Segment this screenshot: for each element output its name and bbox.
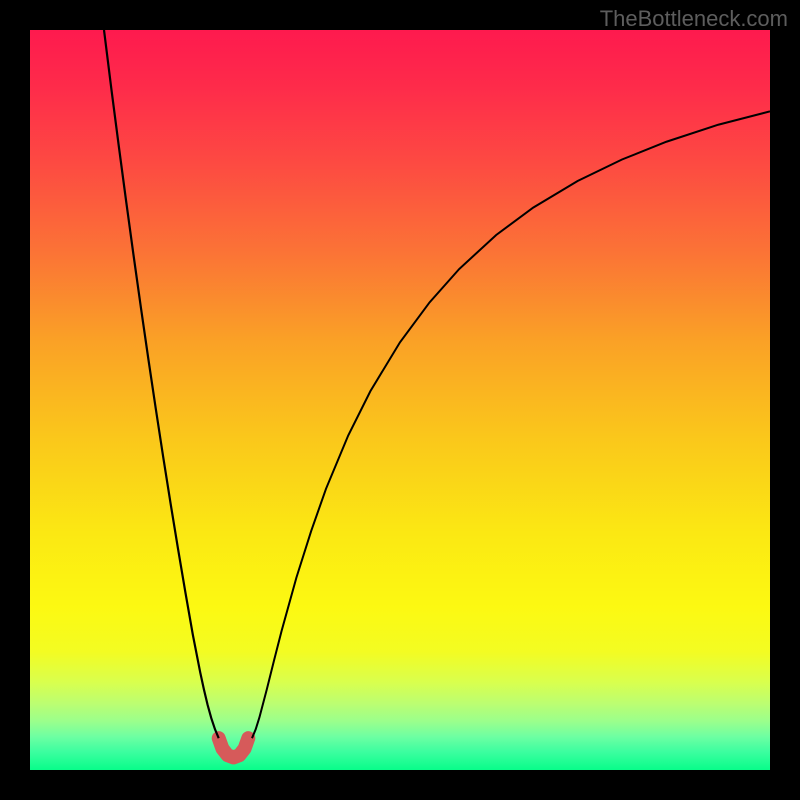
curve-layer bbox=[30, 30, 770, 770]
valley-marker bbox=[219, 738, 249, 757]
chart-container: TheBottleneck.com bbox=[0, 0, 800, 800]
left-curve bbox=[104, 30, 219, 738]
plot-area bbox=[30, 30, 770, 770]
right-curve bbox=[252, 111, 770, 738]
watermark-text: TheBottleneck.com bbox=[600, 6, 788, 32]
